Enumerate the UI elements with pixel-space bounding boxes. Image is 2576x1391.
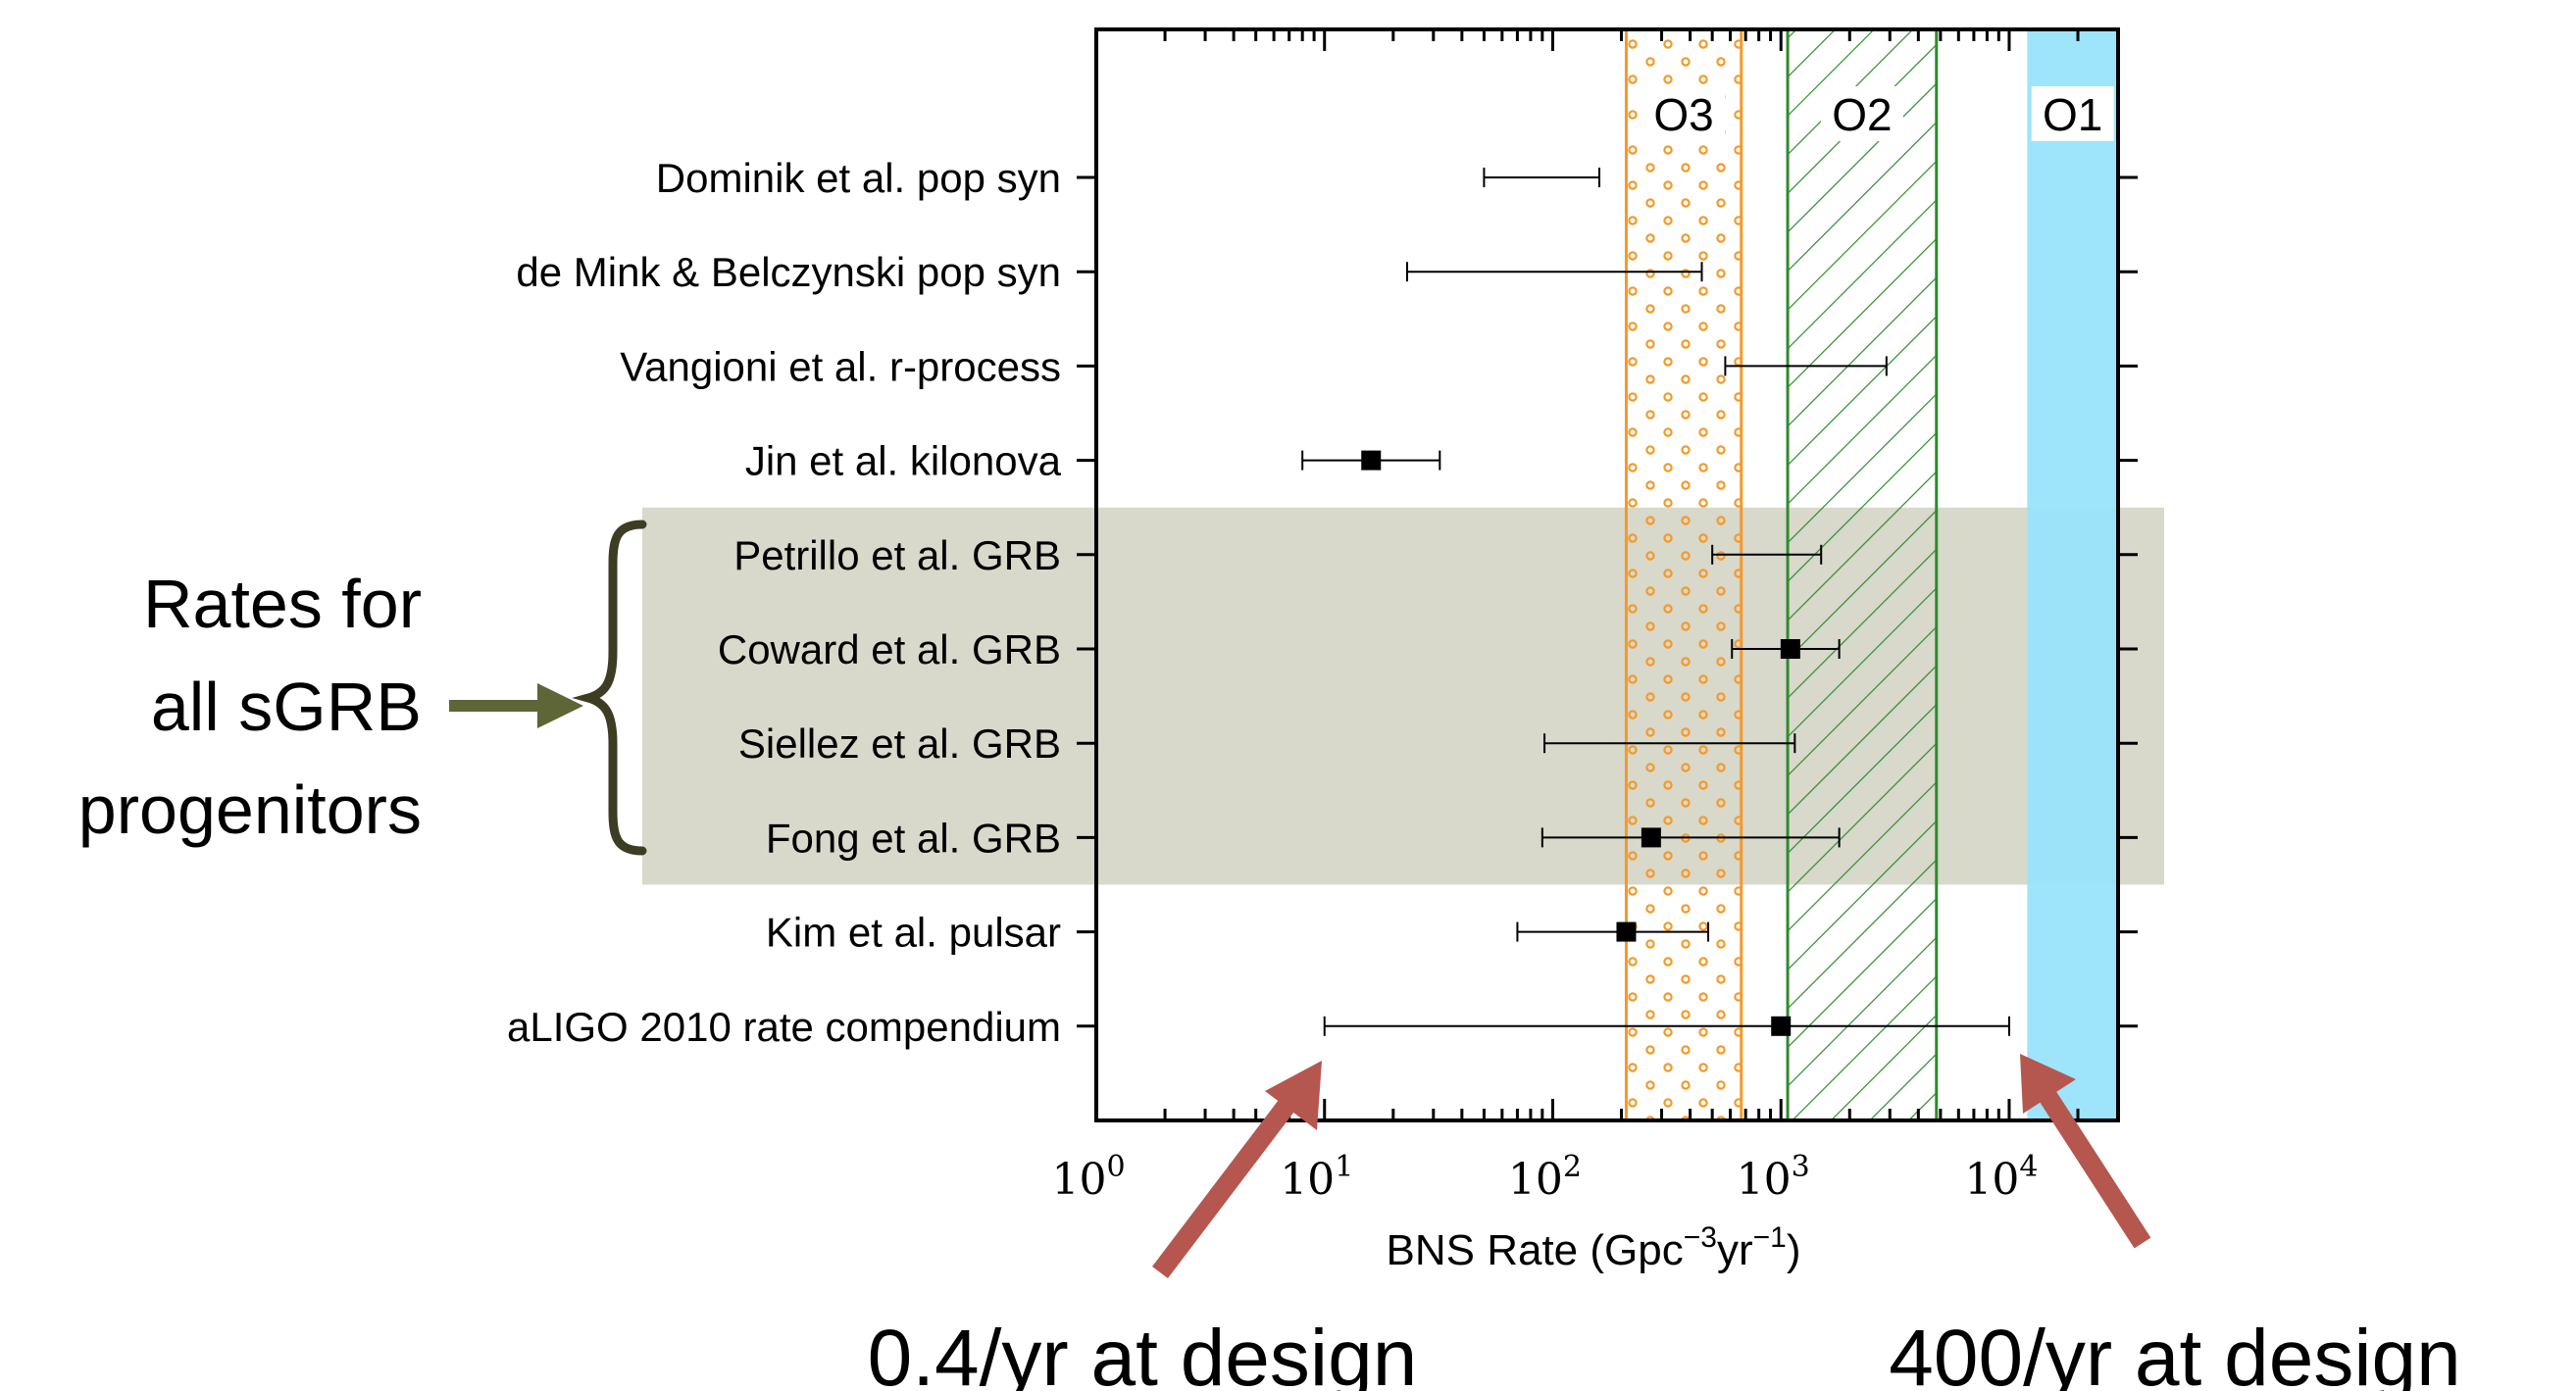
- x-axis-label: BNS Rate (Gpc−3yr−1): [1387, 1221, 1801, 1274]
- axis-ticks: [1077, 29, 2138, 1120]
- group-label-line: Rates for: [143, 566, 422, 642]
- row-label: Coward et al. GRB: [718, 626, 1061, 672]
- plot-border: [1094, 27, 2120, 1122]
- annotations: Rates for all sGRB progenitors 0.4/yr at de…: [78, 520, 2461, 1391]
- band-o1-label-bg: [2031, 86, 2114, 141]
- x-tick-label: 100: [1051, 1150, 1125, 1205]
- right-arrow-shaft: [2039, 1090, 2151, 1249]
- band-o1-fill: [2027, 29, 2118, 1120]
- x-tick-label: 103: [1737, 1150, 1810, 1205]
- group-label-line: progenitors: [78, 771, 422, 848]
- data-point: [1780, 639, 1800, 659]
- band-o3-label-bg: [1642, 86, 1726, 141]
- row-label: Fong et al. GRB: [766, 815, 1061, 861]
- left-arrow-text: 0.4/yr at design: [868, 1314, 1418, 1391]
- x-tick-labels: 100 101 102 103 104: [1051, 1150, 2038, 1205]
- band-o2-label-bg: [1820, 86, 1903, 141]
- row-label: Petrillo et al. GRB: [733, 532, 1061, 578]
- x-tick-label: 101: [1280, 1150, 1353, 1205]
- left-arrow-head: [1265, 1061, 1322, 1130]
- band-o2-fill: [1788, 29, 1937, 1120]
- curly-brace: [572, 520, 647, 856]
- row-label: Jin et al. kilonova: [745, 438, 1062, 484]
- data-point: [1616, 921, 1637, 942]
- data-point: [1771, 1016, 1792, 1036]
- right-arrow-head: [2020, 1054, 2076, 1114]
- data-point: [1361, 450, 1382, 471]
- x-tick-label: 102: [1508, 1150, 1582, 1205]
- rate-rows: Dominik et al. pop syn de Mink & Belczyns…: [507, 155, 2010, 1050]
- band-o3-fill: [1626, 29, 1742, 1120]
- band-o3-label: O3: [1653, 89, 1713, 140]
- observing-run-bands: O3 O2 O1: [1624, 29, 2118, 1120]
- right-arrow-text: 400/yr at design: [1889, 1314, 2461, 1391]
- left-arrow-shaft: [1152, 1091, 1300, 1279]
- band-o2-label: O2: [1832, 89, 1892, 140]
- row-label: Siellez et al. GRB: [738, 720, 1061, 767]
- group-arrow-head: [537, 683, 583, 728]
- row-label: Kim et al. pulsar: [766, 910, 1061, 956]
- data-point: [1641, 827, 1661, 848]
- row-label: de Mink & Belczynski pop syn: [516, 249, 1061, 295]
- x-tick-label: 104: [1964, 1150, 2038, 1205]
- row-label: aLIGO 2010 rate compendium: [507, 1004, 1061, 1050]
- group-label-line: all sGRB: [151, 669, 422, 745]
- row-label: Dominik et al. pop syn: [656, 155, 1061, 201]
- row-label: Vangioni et al. r-process: [620, 343, 1061, 389]
- band-o1-label: O1: [2043, 89, 2102, 140]
- plot-frame: [1094, 27, 2120, 1122]
